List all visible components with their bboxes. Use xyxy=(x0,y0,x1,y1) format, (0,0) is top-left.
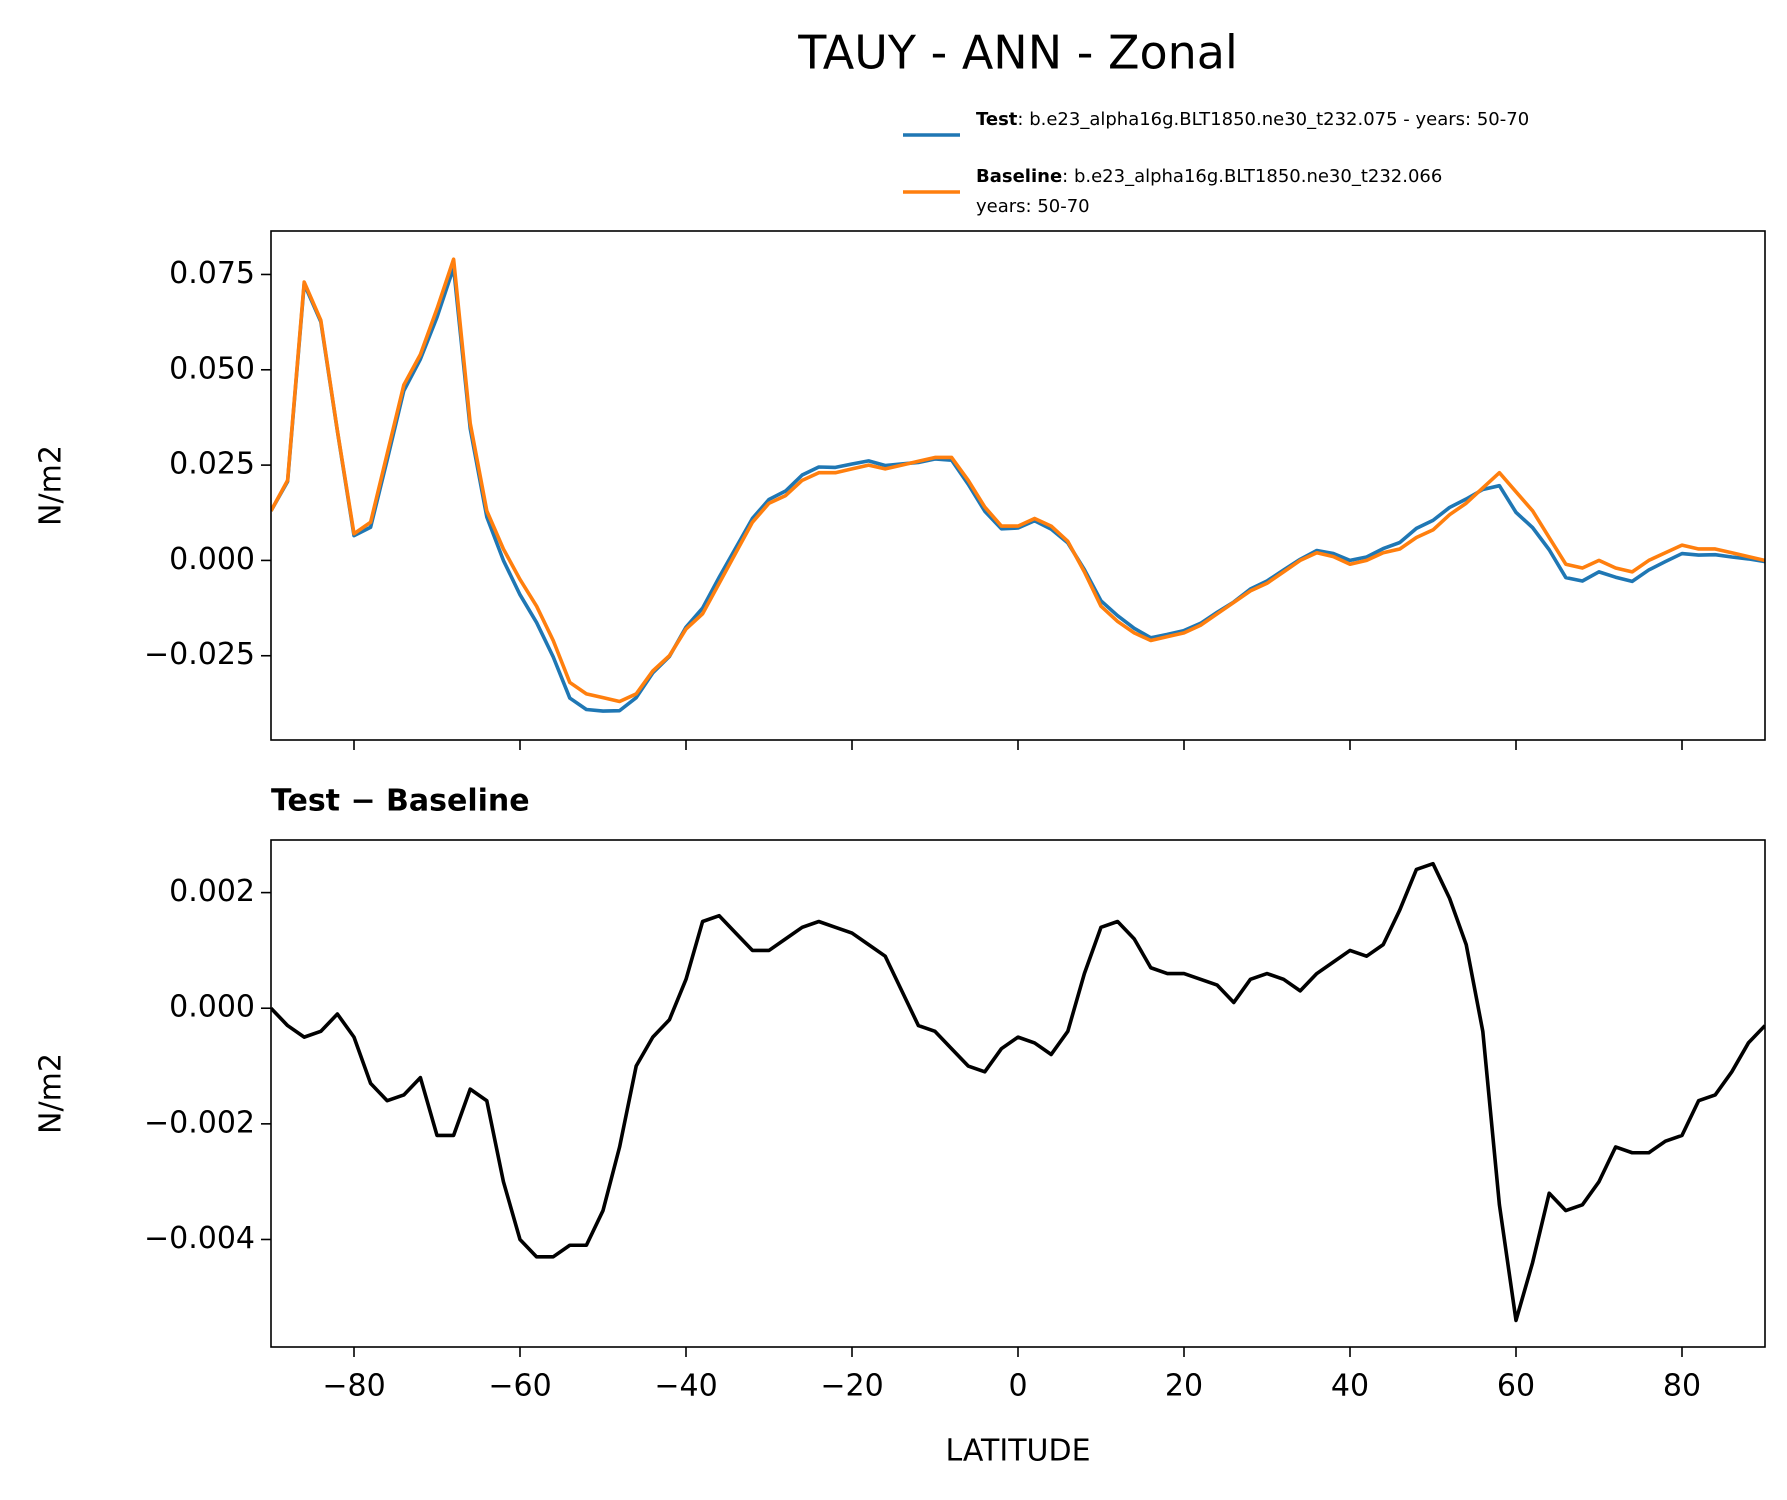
y-tick-label: 0.000 xyxy=(169,542,255,577)
data-line xyxy=(271,265,1765,713)
legend-label: : b.e23_alpha16g.BLT1850.ne30_t232.066 xyxy=(1062,166,1442,187)
x-tick-label: 20 xyxy=(1165,1369,1203,1404)
legend-name: Baseline xyxy=(976,166,1062,187)
y-axis-label: N/m2 xyxy=(34,1053,69,1134)
x-tick-label: 40 xyxy=(1331,1369,1369,1404)
x-tick-label: 0 xyxy=(1008,1369,1027,1404)
chart-title: TAUY - ANN - Zonal xyxy=(797,26,1238,80)
y-tick-label: −0.002 xyxy=(144,1105,255,1140)
y-axis-label: N/m2 xyxy=(34,445,69,526)
legend-name: Test xyxy=(976,109,1018,130)
x-tick-label: −60 xyxy=(488,1369,551,1404)
legend-entry: years: 50-70 xyxy=(976,196,1090,217)
y-tick-label: 0.050 xyxy=(169,351,255,386)
y-tick-label: −0.004 xyxy=(144,1221,255,1256)
x-tick-label: −40 xyxy=(654,1369,717,1404)
y-tick-label: 0.025 xyxy=(169,447,255,482)
axes-frame xyxy=(270,230,1766,741)
x-tick-label: 60 xyxy=(1497,1369,1535,1404)
x-axis-label: LATITUDE xyxy=(945,1434,1090,1469)
axes-frame xyxy=(270,839,1766,1348)
x-tick-label: −20 xyxy=(820,1369,883,1404)
data-line xyxy=(271,257,1765,704)
x-tick-label: −80 xyxy=(322,1369,385,1404)
legend-label: : b.e23_alpha16g.BLT1850.ne30_t232.075 -… xyxy=(1017,109,1529,130)
legend-entry: Baseline: b.e23_alpha16g.BLT1850.ne30_t2… xyxy=(976,166,1442,187)
data-line xyxy=(271,861,1765,1323)
y-tick-label: 0.002 xyxy=(169,874,255,909)
legend-label: years: 50-70 xyxy=(976,196,1090,217)
subplot-title: Test − Baseline xyxy=(271,784,530,819)
x-tick-label: 80 xyxy=(1663,1369,1701,1404)
legend-entry: Test: b.e23_alpha16g.BLT1850.ne30_t232.0… xyxy=(976,109,1529,130)
y-tick-label: 0.000 xyxy=(169,990,255,1025)
y-tick-label: 0.075 xyxy=(169,256,255,291)
y-tick-label: −0.025 xyxy=(144,637,255,672)
